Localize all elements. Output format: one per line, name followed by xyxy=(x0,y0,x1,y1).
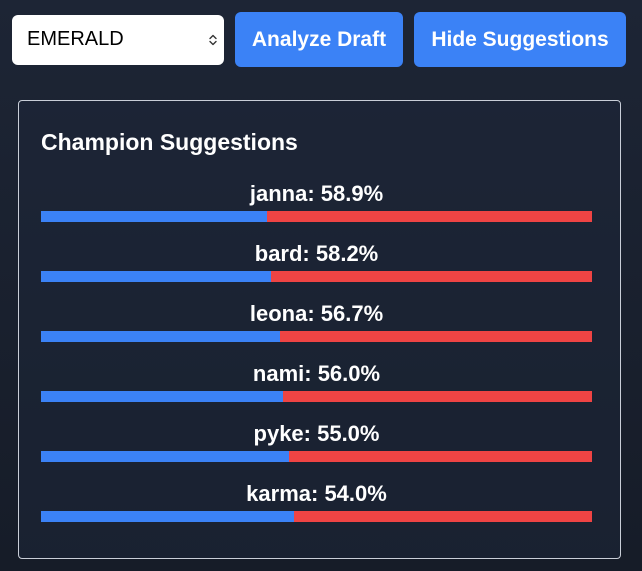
suggestion-row: karma: 54.0% xyxy=(41,477,592,537)
win-rate-bar-fill xyxy=(41,391,284,402)
hide-suggestions-button[interactable]: Hide Suggestions xyxy=(414,12,626,67)
suggestion-row: pyke: 55.0% xyxy=(41,417,592,477)
suggestion-label: leona: 56.7% xyxy=(249,301,384,326)
win-rate-bar xyxy=(41,331,592,342)
win-rate-bar xyxy=(41,451,592,462)
win-rate-bar xyxy=(41,271,592,282)
suggestion-list: janna: 58.9% bard: 58.2% leona: 56.7% na… xyxy=(41,177,592,537)
analyze-draft-button[interactable]: Analyze Draft xyxy=(235,12,403,67)
suggestion-label: nami: 56.0% xyxy=(252,361,381,386)
win-rate-bar-fill xyxy=(41,271,272,282)
win-rate-bar-fill xyxy=(41,451,289,462)
win-rate-bar-fill xyxy=(41,331,280,342)
win-rate-bar xyxy=(41,211,592,222)
suggestion-label: karma: 54.0% xyxy=(246,481,387,506)
suggestion-label: janna: 58.9% xyxy=(249,181,384,206)
suggestion-row: janna: 58.9% xyxy=(41,177,592,237)
chevron-up-down-icon xyxy=(209,34,217,45)
win-rate-bar xyxy=(41,511,592,522)
champion-suggestions-panel: Champion Suggestions janna: 58.9% bard: … xyxy=(18,100,621,559)
rank-select[interactable]: EMERALD xyxy=(12,14,224,65)
win-rate-bar-fill xyxy=(41,511,295,522)
suggestion-row: bard: 58.2% xyxy=(41,237,592,297)
suggestion-row: nami: 56.0% xyxy=(41,357,592,417)
win-rate-bar-fill xyxy=(41,211,268,222)
win-rate-bar xyxy=(41,391,592,402)
toolbar: EMERALD Analyze Draft Hide Suggestions xyxy=(12,12,626,67)
rank-select-value: EMERALD xyxy=(27,28,124,50)
panel-title: Champion Suggestions xyxy=(41,129,298,155)
suggestion-label: pyke: 55.0% xyxy=(253,421,380,446)
suggestion-row: leona: 56.7% xyxy=(41,297,592,357)
suggestion-label: bard: 58.2% xyxy=(254,241,379,266)
